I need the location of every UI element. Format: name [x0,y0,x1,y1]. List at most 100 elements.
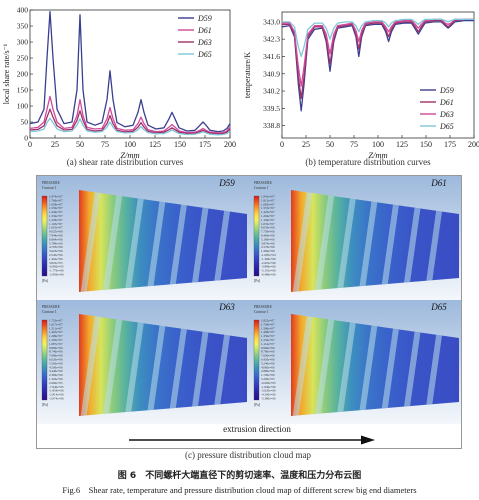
series-line-d59 [281,19,474,112]
legend-value: 8.746e+06 [49,350,63,354]
legend-value: 2.660e+05 [49,381,63,385]
legend-value: -2.914e+06 [49,393,64,397]
legend-value: -4.200e+06 [261,393,276,397]
legend-value: 2.543e+06 [49,253,63,257]
legend-value: 1.550e+07 [49,206,63,210]
legend-value: 9.960e+06 [261,346,275,350]
legend-value: 1.700e+06 [261,373,275,377]
shear-rate-chart: 0 25 50 75 100 125 150 175 200 0 50 100 150 200 250 300… [2,6,236,161]
panel-c-caption: (c) pressure distribution cloud map [185,450,311,460]
temperature-chart: 0 25 50 75 100 125 150 175 200 338.8 339.5 340.2 340… [243,11,479,160]
legend-value: 5.240e+06 [261,361,275,365]
legend-unit: [Pa] [254,279,260,283]
x-tick-label: 0 [280,140,284,149]
y-tick-label: 50 [21,118,29,127]
legend-value: 5.566e+06 [49,361,63,365]
series-line-d63 [282,18,474,87]
x-tick-label: 150 [174,140,186,149]
legend-value: 1.468e+07 [261,330,275,334]
panel-a-caption: (a) shear rate distribution curves [66,157,184,167]
x-tick-label: 175 [444,140,456,149]
legend-entry: D59 [439,86,454,95]
legend-value: 1.284e+06 [261,249,275,253]
legend-value: 3.822e+05 [49,261,63,265]
legend-value: 1.682e+07 [261,202,275,206]
legend-value: 1.723e+07 [49,319,63,323]
legend-value: 1.511e+07 [49,326,63,330]
flight-bands [79,314,235,416]
series-line-d61 [29,95,231,134]
extrusion-direction-label: extrusion direction [223,424,291,434]
flight-band [379,314,403,416]
legend-entry: D63 [439,110,454,119]
series-line-d59 [29,10,231,133]
legend-unit: [Pa] [42,403,48,407]
legend-value: 1.294e+07 [261,214,275,218]
legend-value: 1.658e+07 [49,202,63,206]
legend-subheader: Contour 1 [254,310,269,314]
y-tick-label: 339.5 [263,104,280,113]
legend-value: 1.334e+07 [49,214,63,218]
legend-value: 1.704e+07 [261,322,275,326]
x-tick-label: 100 [372,140,384,149]
flight-band [313,190,337,292]
legend-value: -1.095e+04 [261,253,276,257]
series-line-d65 [282,18,474,58]
legend-value: 4.060e+06 [261,365,275,369]
y-tick-label: 340.9 [263,69,280,78]
legend-header: PRESSURE [254,305,273,309]
x-tick-label: 50 [76,140,84,149]
map-label: D61 [430,178,447,188]
legend-entry: D65 [439,122,454,131]
flight-band [167,190,191,292]
legend-colorbar [253,195,260,277]
legend-value: 9.054e+06 [261,226,275,230]
legend-value: 7.759e+06 [261,230,275,234]
x-tick-label: 125 [396,140,408,149]
legend-value: 9.025e+06 [49,230,63,234]
y-tick-label: 350 [17,22,29,31]
legend-value: 1.822e+07 [261,319,275,323]
legend-value: 1.232e+07 [261,338,275,342]
legend-value: 1.114e+07 [261,342,275,346]
pressure-map-panel: PRESSURE Contour 1 1.874e+07 1.766e+07 1.658… [36,175,462,449]
legend-value: 1.010e+07 [49,226,63,230]
legend-unit: [Pa] [42,279,48,283]
flight-band [357,314,381,416]
legend-value: 1.941e+07 [261,195,275,199]
legend-value: -5.191e+06 [261,269,276,273]
legend-value: 1.766e+07 [49,198,63,202]
legend-value: -6.982e+05 [49,265,64,269]
legend-value: -2.601e+06 [261,261,276,265]
legend-header: PRESSURE [42,305,61,309]
legend-subheader: Contour 1 [42,186,57,190]
x-tick-label: 100 [124,140,136,149]
legend-value: 1.087e+07 [49,342,63,346]
y-tick-label: 250 [17,54,29,63]
legend-entry: D61 [197,26,212,35]
legend-entry: D59 [197,14,212,23]
y-tick-label: 338.8 [263,121,280,130]
legend-value: 9.806e+06 [49,346,63,350]
legend-unit: [Pa] [254,403,260,407]
flight-band [357,190,381,292]
x-tick-label: 0 [28,140,32,149]
map-label: D59 [218,178,235,188]
legend-value: -5.380e+06 [261,397,276,401]
y-tick-label: 340.2 [263,87,280,96]
y-tick-label: 341.6 [263,52,280,61]
legend-value: 1.405e+07 [49,330,63,334]
legend-value: 1.350e+07 [261,334,275,338]
y-tick-label: 100 [17,102,29,111]
flight-band [101,314,125,416]
legend-value: -6.486e+06 [261,273,276,277]
legend-value: 8.780e+06 [261,350,275,354]
figure-caption-cn: 图 6 不同螺杆大端直径下的剪切速率、温度和压力分布云图 [117,471,362,481]
legend-value: 5.784e+06 [49,241,63,245]
extrusion-arrow-icon [129,435,375,445]
x-tick-label: 200 [224,140,236,149]
legend-value: 1.118e+07 [49,222,63,226]
legend-value: 1.164e+07 [261,218,275,222]
legend-colorbar [41,319,48,401]
